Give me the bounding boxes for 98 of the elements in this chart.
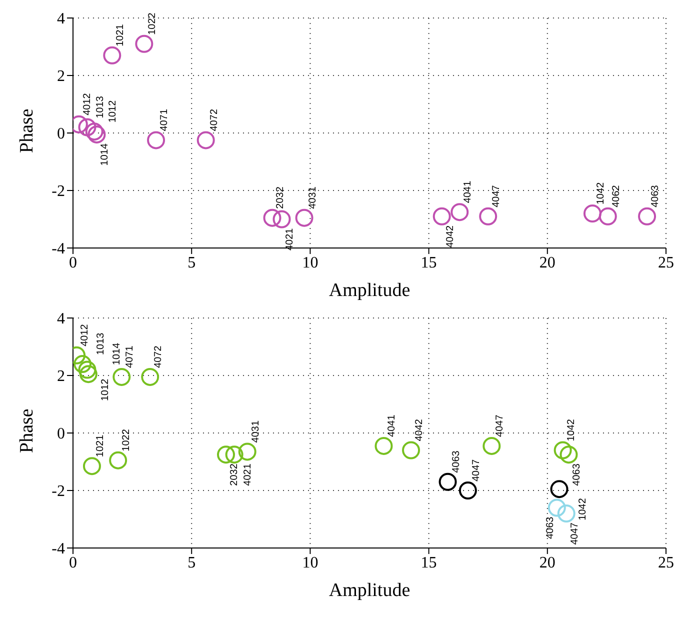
y-tick-label: -2: [52, 183, 65, 200]
x-tick-label: 15: [420, 554, 437, 572]
annotation: 1042: [577, 498, 588, 520]
annotation: 4021: [284, 228, 296, 250]
point: [557, 504, 576, 522]
y-axis-title: Phase: [16, 108, 38, 153]
annotation: 1013: [95, 96, 106, 118]
y-axis-title: Phase: [16, 408, 38, 453]
x-tick-label: 20: [539, 254, 556, 272]
annotation: 4047: [569, 522, 580, 545]
annotation: 1013: [95, 332, 106, 355]
annotation: 4012: [80, 324, 91, 346]
point: [272, 210, 291, 228]
point: [638, 207, 656, 226]
annotation: 4063: [572, 463, 583, 486]
point: [560, 446, 578, 464]
point: [450, 203, 469, 222]
annotation: 4063: [544, 516, 556, 539]
annotation: 1042: [566, 418, 577, 442]
annotation: 4012: [82, 92, 93, 116]
y-tick-label: 4: [57, 310, 65, 328]
annotation: 1022: [147, 12, 158, 35]
annotation: 1021: [115, 24, 126, 46]
point: [79, 365, 98, 384]
x-tick-label: 0: [69, 254, 77, 272]
x-tick-label: 10: [302, 554, 318, 572]
point: [109, 451, 128, 470]
annotation: 1014: [111, 342, 122, 366]
annotation: 1021: [94, 434, 106, 458]
y-tick-label: 0: [57, 126, 65, 143]
point: [73, 355, 92, 373]
x-tick-label: 20: [539, 554, 556, 572]
annotation: 4071: [159, 108, 170, 132]
point: [554, 441, 572, 460]
annotation: 2032: [275, 186, 286, 209]
annotation: 4047: [470, 458, 482, 482]
point: [225, 446, 244, 464]
annotation: 4031: [250, 420, 262, 443]
annotation: 4047: [491, 184, 502, 208]
point: [583, 204, 602, 222]
point: [147, 131, 166, 150]
x-tick-label: 25: [658, 254, 674, 272]
y-tick-label: 4: [57, 10, 65, 28]
point: [295, 208, 314, 227]
y-tick-label: 2: [57, 368, 65, 386]
point: [263, 208, 282, 227]
point: [482, 436, 501, 455]
point: [548, 498, 566, 517]
point: [458, 482, 477, 500]
annotation: 4042: [414, 418, 426, 442]
point: [112, 368, 131, 386]
annotation: 4047: [494, 414, 506, 437]
annotation: 4041: [386, 414, 398, 437]
point: [216, 446, 235, 464]
annotation: 4041: [462, 180, 474, 204]
annotation: 4072: [208, 108, 220, 132]
x-tick-label: 5: [188, 554, 196, 572]
point: [598, 207, 617, 226]
annotation: 1022: [121, 428, 132, 452]
x-tick-label: 10: [302, 254, 318, 272]
y-tick-label: 2: [57, 68, 65, 86]
annotation: 4071: [124, 345, 136, 368]
point: [196, 131, 215, 150]
annotation: 1014: [100, 143, 111, 166]
point: [479, 207, 498, 226]
point: [402, 441, 420, 460]
annotation: 4031: [307, 186, 318, 209]
point: [82, 457, 101, 476]
point: [374, 436, 393, 455]
y-tick-label: 0: [57, 426, 65, 443]
point: [550, 480, 568, 498]
point: [78, 360, 96, 379]
point: [78, 118, 96, 136]
annotation: 1012: [100, 378, 112, 401]
annotation: 1012: [107, 100, 118, 123]
annotation: 4042: [444, 224, 456, 248]
annotation: 4062: [610, 184, 622, 208]
x-axis-title: Amplitude: [328, 280, 410, 301]
point: [141, 368, 160, 386]
x-tick-label: 15: [420, 254, 437, 272]
x-tick-label: 0: [69, 554, 77, 572]
annotation: 2032: [228, 463, 240, 486]
x-axis-title: Amplitude: [328, 580, 410, 601]
point: [238, 442, 256, 461]
annotation: 4063: [650, 184, 662, 208]
x-tick-label: 25: [658, 554, 674, 572]
point: [135, 34, 154, 53]
annotation: 1042: [595, 182, 606, 204]
x-tick-label: 5: [188, 254, 196, 272]
annotation: 4021: [242, 463, 254, 486]
annotation: 4063: [450, 450, 462, 473]
y-tick-label: -4: [52, 540, 65, 558]
point: [103, 46, 122, 64]
point: [438, 472, 457, 491]
y-tick-label: -2: [52, 483, 65, 500]
point: [432, 207, 451, 226]
annotation: 4072: [153, 345, 164, 368]
y-tick-label: -4: [52, 240, 65, 258]
